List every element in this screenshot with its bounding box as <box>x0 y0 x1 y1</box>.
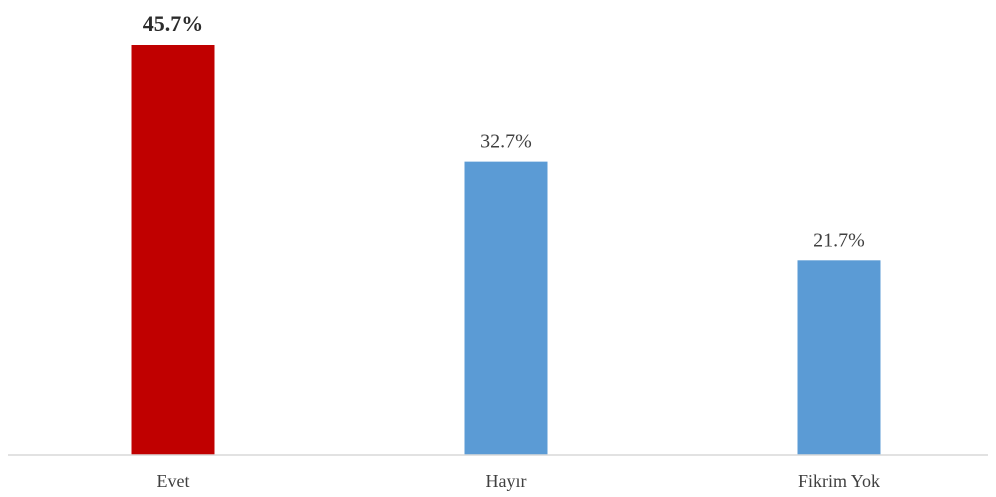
value-labels-group: 45.7% 32.7% 21.7% <box>143 11 865 251</box>
bar-1 <box>131 45 215 455</box>
value-label-2: 32.7% <box>480 131 532 153</box>
bar-2 <box>464 161 548 456</box>
bar-3 <box>797 260 881 455</box>
category-label-2: Hayır <box>486 471 527 491</box>
category-label-1: Evet <box>157 471 190 491</box>
category-label-3: Fikrim Yok <box>798 471 880 491</box>
category-labels-group: Evet Hayır Fikrim Yok <box>157 471 881 491</box>
value-label-1: 45.7% <box>143 11 204 36</box>
value-label-3: 21.7% <box>813 229 865 251</box>
bars-group <box>131 45 881 456</box>
